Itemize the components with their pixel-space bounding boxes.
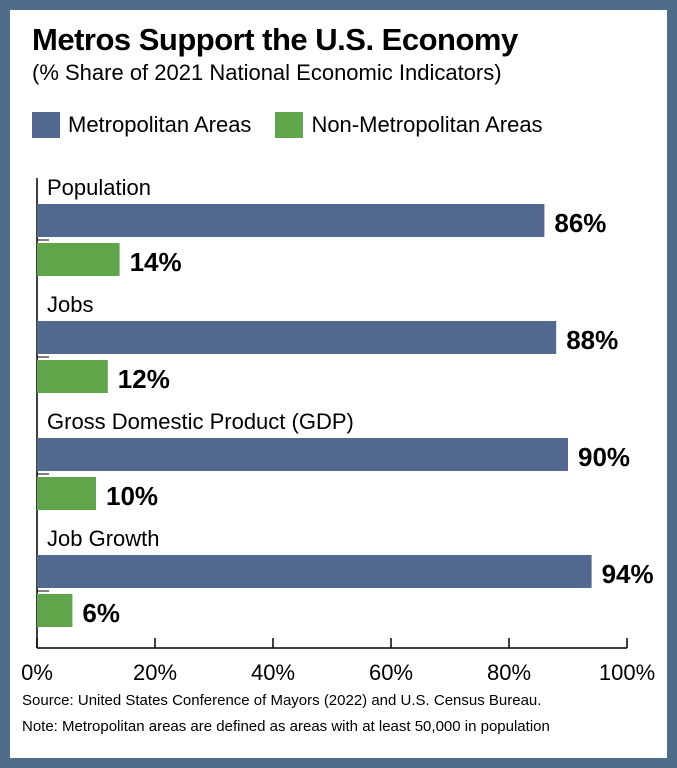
bar-metro [37, 555, 592, 588]
chart-panel [10, 10, 667, 758]
bar-metro [37, 438, 568, 471]
legend-swatch-metro [32, 112, 60, 138]
x-tick-label: 40% [251, 660, 295, 685]
bar-nonmetro [37, 243, 120, 276]
legend-swatch-nonmetro [275, 112, 304, 138]
legend-item-metro: Metropolitan Areas [32, 112, 251, 138]
data-label: 94% [602, 559, 654, 589]
bar-nonmetro [37, 594, 73, 627]
legend-label-nonmetro: Non-Metropolitan Areas [311, 112, 543, 137]
data-label: 14% [130, 247, 182, 277]
bar-metro [37, 204, 545, 237]
legend-item-nonmetro: Non-Metropolitan Areas [275, 112, 543, 138]
legend-label-metro: Metropolitan Areas [68, 112, 252, 137]
data-label: 90% [578, 442, 630, 472]
data-label: 86% [554, 208, 606, 238]
definition-note: Note: Metropolitan areas are defined as … [22, 718, 550, 735]
category-label: Job Growth [47, 526, 160, 551]
bar-nonmetro [37, 477, 96, 510]
bar-metro [37, 321, 557, 354]
category-label: Gross Domestic Product (GDP) [47, 409, 354, 434]
data-label: 88% [566, 325, 618, 355]
category-label: Jobs [47, 292, 93, 317]
data-label: 6% [82, 598, 120, 628]
chart-title: Metros Support the U.S. Economy [32, 22, 518, 57]
bar-nonmetro [37, 360, 108, 393]
footer-notes: Source: United States Conference of Mayo… [22, 692, 550, 744]
data-label: 10% [106, 481, 158, 511]
x-tick-label: 60% [369, 660, 413, 685]
category-label: Population [47, 175, 151, 200]
x-tick-label: 100% [599, 660, 655, 685]
chart-subtitle: (% Share of 2021 National Economic Indic… [32, 60, 502, 85]
source-note: Source: United States Conference of Mayo… [22, 692, 542, 709]
x-tick-label: 0% [21, 660, 53, 685]
x-tick-label: 80% [487, 660, 531, 685]
legend: Metropolitan Areas Non-Metropolitan Area… [32, 110, 567, 140]
x-tick-label: 20% [133, 660, 177, 685]
data-label: 12% [118, 364, 170, 394]
